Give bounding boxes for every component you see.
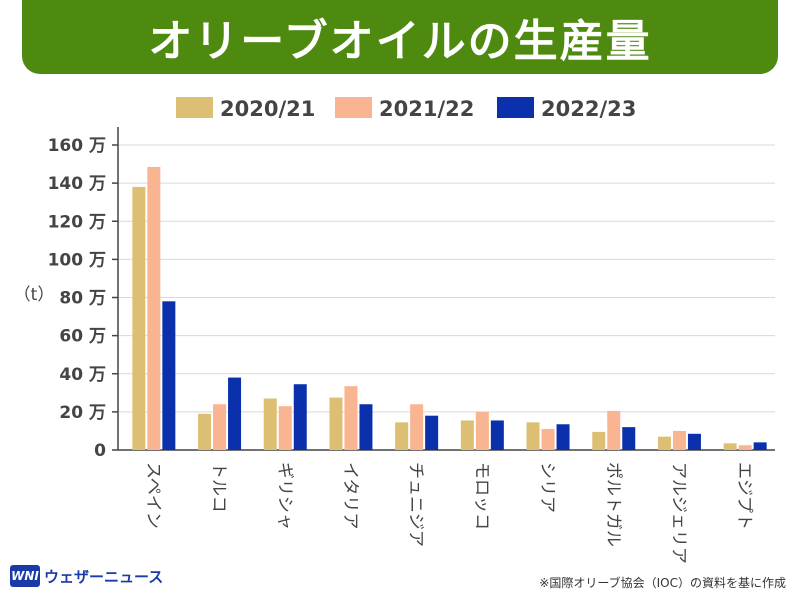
- x-category-label: イタリア: [340, 462, 360, 529]
- bar: [738, 445, 752, 450]
- bar: [657, 436, 671, 450]
- y-tick-label: 0: [94, 441, 106, 461]
- x-category-label: トルコ: [209, 462, 229, 513]
- bar: [475, 411, 489, 450]
- x-category-label: ギリシャ: [274, 462, 294, 530]
- bar: [556, 424, 570, 450]
- wni-logo-icon: WNI: [10, 565, 40, 587]
- bar: [425, 415, 439, 450]
- y-tick-label: 140 万: [48, 174, 106, 194]
- legend-label: 2020/21: [220, 97, 315, 121]
- bar: [162, 301, 176, 450]
- y-tick-label: 40 万: [59, 365, 106, 385]
- y-tick-label: 80 万: [59, 289, 106, 309]
- bar: [228, 377, 242, 450]
- bar: [395, 422, 409, 450]
- logo-text: ウェザーニュース: [44, 567, 164, 586]
- x-category-label: チュニジア: [406, 462, 426, 547]
- y-tick-label: 60 万: [59, 327, 106, 347]
- chart-title: オリーブオイルの生産量: [148, 16, 652, 67]
- x-category-label: シリア: [537, 462, 557, 513]
- y-axis-label: （t）: [14, 285, 55, 305]
- weathernews-logo: WNI ウェザーニュース: [10, 565, 163, 587]
- bar: [263, 398, 277, 450]
- y-tick-label: 20 万: [59, 403, 106, 423]
- bar: [344, 386, 358, 450]
- x-category-label: エジプト: [734, 462, 754, 530]
- bar: [198, 413, 212, 450]
- legend-label: 2021/22: [379, 97, 474, 121]
- y-tick-label: 100 万: [48, 250, 106, 270]
- bar: [541, 429, 555, 450]
- bar: [490, 420, 504, 450]
- legend-label: 2022/23: [541, 97, 636, 121]
- title-banner: オリーブオイルの生産量: [22, 0, 778, 74]
- bar: [132, 186, 146, 450]
- bar: [592, 431, 606, 450]
- bar: [672, 430, 686, 450]
- y-tick-label: 120 万: [48, 212, 106, 232]
- bar: [410, 404, 424, 450]
- bar: [329, 397, 343, 450]
- bar: [359, 404, 373, 450]
- bar: [607, 410, 621, 450]
- x-category-label: スペイン: [143, 462, 163, 529]
- legend-swatch: [176, 97, 213, 118]
- bar: [147, 166, 161, 450]
- bar: [460, 420, 474, 450]
- legend-swatch: [335, 97, 372, 118]
- bar: [293, 384, 307, 450]
- bar: [753, 442, 767, 450]
- x-category-label: モロッコ: [471, 462, 491, 530]
- legend-swatch: [497, 97, 534, 118]
- source-note: ※国際オリーブ協会（IOC）の資料を基に作成: [539, 576, 786, 590]
- bar: [526, 422, 540, 450]
- x-category-label: ポルトガル: [603, 462, 623, 547]
- bar: [622, 427, 636, 450]
- x-category-label: アルジェリア: [668, 462, 688, 564]
- bar: [723, 443, 737, 450]
- bar: [278, 406, 292, 450]
- bar: [687, 433, 701, 450]
- y-tick-label: 160 万: [48, 136, 106, 156]
- bar: [213, 404, 227, 450]
